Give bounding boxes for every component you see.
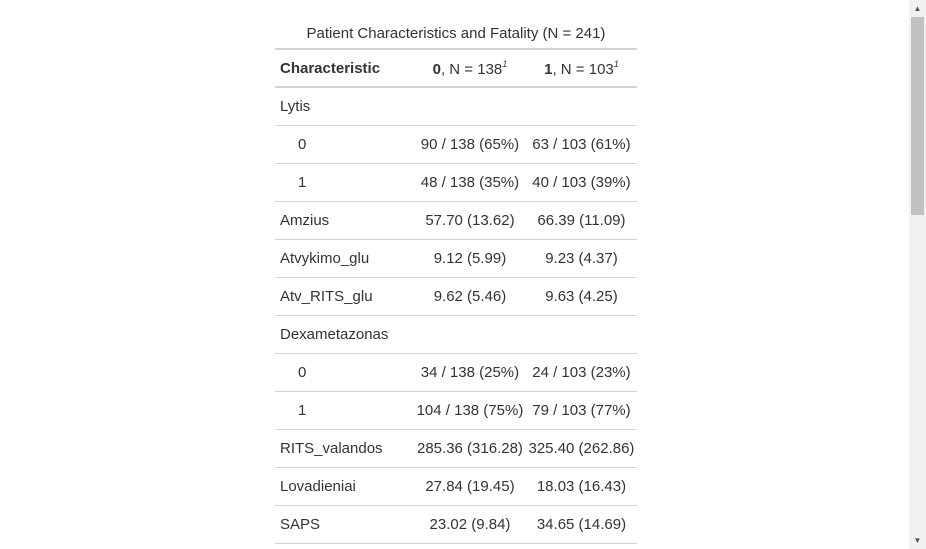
table-row: Lovadieniai 27.84 (19.45) 18.03 (16.43) <box>275 468 637 506</box>
table-row: 1 48 / 138 (35%) 40 / 103 (39%) <box>275 164 637 202</box>
row-value-group-1: 63 / 103 (61%) <box>532 136 631 153</box>
table-row: RITS_valandos 285.36 (316.28) 325.40 (26… <box>275 430 637 468</box>
header-characteristic: Characteristic <box>280 59 381 77</box>
chevron-up-icon[interactable]: ▲ <box>913 3 922 13</box>
row-value-group-0 <box>414 87 526 126</box>
row-label: Lytis <box>280 98 311 115</box>
row-value-group-1: 325.40 (262.86) <box>528 440 635 457</box>
row-value-group-1: 79 / 103 (77%) <box>532 402 631 419</box>
header-group-0: 0, N = 1381 <box>414 49 526 87</box>
header-group-1-n: , N = 103 <box>552 60 614 78</box>
row-value-group-0: 48 / 138 (35%) <box>420 174 520 191</box>
row-value-group-1: 9.63 (4.25) <box>545 288 618 305</box>
row-value-group-1: 18.03 (16.43) <box>536 478 627 495</box>
row-value-group-0: 9.62 (5.46) <box>433 288 507 305</box>
header-group-0-label: 0 <box>432 60 441 78</box>
row-label: 1 <box>298 174 307 191</box>
scrollbar-thumb[interactable] <box>911 17 924 215</box>
row-value-group-1: 66.39 (11.09) <box>537 212 626 229</box>
row-value-group-0 <box>414 316 526 354</box>
chevron-down-icon[interactable]: ▼ <box>913 535 922 545</box>
table-header-row: Characteristic 0, N = 1381 1, N = 1031 <box>275 49 637 87</box>
row-label: Dexametazonas <box>280 326 389 343</box>
vertical-scrollbar[interactable]: ▲ ▼ <box>909 0 926 549</box>
summary-table: Characteristic 0, N = 1381 1, N = 1031 L… <box>275 48 637 544</box>
table-row: Lytis <box>275 87 637 126</box>
summary-table-container: Patient Characteristics and Fatality (N … <box>275 19 637 544</box>
table-caption: Patient Characteristics and Fatality (N … <box>306 25 606 42</box>
footnote-mark: 1 <box>502 58 508 69</box>
table-row: Dexametazonas <box>275 316 637 354</box>
table-row: Atv_RITS_glu 9.62 (5.46) 9.63 (4.25) <box>275 278 637 316</box>
row-value-group-0: 104 / 138 (75%) <box>416 402 524 419</box>
row-value-group-0: 90 / 138 (65%) <box>420 136 520 153</box>
row-label: Atv_RITS_glu <box>280 288 373 305</box>
row-value-group-0: 34 / 138 (25%) <box>420 364 520 381</box>
row-value-group-1: 34.65 (14.69) <box>536 516 627 533</box>
row-value-group-0: 23.02 (9.84) <box>429 516 511 533</box>
table-row: SAPS 23.02 (9.84) 34.65 (14.69) <box>275 506 637 544</box>
header-group-1: 1, N = 1031 <box>526 49 637 87</box>
row-value-group-0: 27.84 (19.45) <box>425 478 515 495</box>
row-value-group-0: 285.36 (316.28) <box>417 440 523 457</box>
table-row: 1 104 / 138 (75%) 79 / 103 (77%) <box>275 392 637 430</box>
row-label: 0 <box>298 364 307 381</box>
row-value-group-1: 40 / 103 (39%) <box>532 174 631 191</box>
row-label: Atvykimo_glu <box>280 250 370 267</box>
row-value-group-1 <box>526 316 637 354</box>
row-label: 0 <box>298 136 307 153</box>
row-value-group-1: 9.23 (4.37) <box>545 250 618 267</box>
table-row: Atvykimo_glu 9.12 (5.99) 9.23 (4.37) <box>275 240 637 278</box>
row-label: Lovadieniai <box>280 478 356 495</box>
header-group-0-n: , N = 138 <box>440 60 503 78</box>
row-value-group-1: 24 / 103 (23%) <box>532 364 631 381</box>
row-label: SAPS <box>280 516 321 533</box>
row-value-group-0: 57.70 (13.62) <box>425 212 515 229</box>
row-label: Amzius <box>280 212 330 229</box>
footnote-mark: 1 <box>613 58 619 69</box>
row-value-group-1 <box>526 87 637 126</box>
table-row: Amzius 57.70 (13.62) 66.39 (11.09) <box>275 202 637 240</box>
table-row: 0 90 / 138 (65%) 63 / 103 (61%) <box>275 126 637 164</box>
row-value-group-0: 9.12 (5.99) <box>433 250 507 267</box>
row-label: RITS_valandos <box>280 440 383 457</box>
table-row: 0 34 / 138 (25%) 24 / 103 (23%) <box>275 354 637 392</box>
header-group-1-label: 1 <box>544 60 553 78</box>
row-label: 1 <box>298 402 307 419</box>
